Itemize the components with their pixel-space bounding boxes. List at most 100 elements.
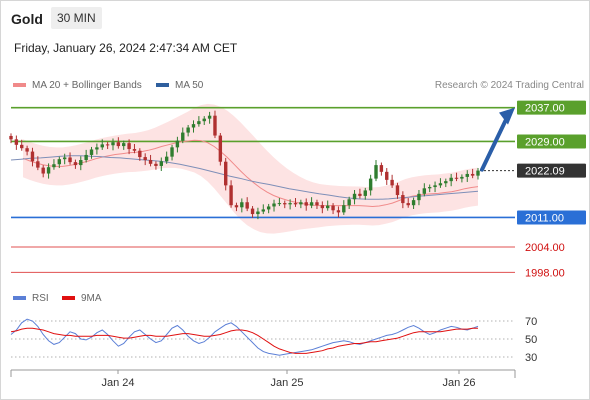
candle-body xyxy=(122,143,126,147)
candle-body xyxy=(336,210,341,213)
candle-body xyxy=(30,151,35,162)
candle-body xyxy=(406,203,410,206)
candle-body xyxy=(9,135,13,140)
rsi-ma9-line xyxy=(10,327,478,354)
candle-body xyxy=(433,185,437,188)
candle-body xyxy=(304,202,308,206)
candle-body xyxy=(331,205,335,211)
rsi-line xyxy=(10,318,479,356)
forecast-arrow-shaft xyxy=(480,117,508,172)
candle-body xyxy=(390,179,394,186)
candle-body xyxy=(229,185,233,206)
candle-body xyxy=(175,140,180,148)
ma20-swatch xyxy=(13,83,26,88)
legend-rsi-label: RSI xyxy=(32,293,49,304)
candle-body xyxy=(202,118,206,122)
last-price-tag xyxy=(517,163,586,178)
candle-body xyxy=(52,164,56,168)
candle-body xyxy=(224,161,228,186)
candle-body xyxy=(326,205,330,209)
candle-body xyxy=(62,157,67,160)
x-tick-label: Jan 26 xyxy=(442,377,475,389)
candle-body xyxy=(347,199,351,206)
candle-body xyxy=(320,205,325,209)
candle-body xyxy=(272,203,276,207)
ma50-line xyxy=(10,155,479,200)
candle-body xyxy=(342,205,346,213)
candle-body xyxy=(143,157,147,161)
bollinger-band xyxy=(23,103,478,234)
candle-body xyxy=(181,132,185,141)
candle-body xyxy=(422,188,427,194)
legend-ma9-label: 9MA xyxy=(81,293,102,304)
candle-body xyxy=(36,161,40,168)
candle-body xyxy=(73,162,78,166)
candle-body xyxy=(438,183,443,186)
candle-body xyxy=(401,195,405,204)
ma50-swatch xyxy=(156,83,169,88)
level-label-support: 1998.00 xyxy=(525,267,565,279)
candle-body xyxy=(460,176,464,179)
x-tick-label: Jan 24 xyxy=(101,377,134,389)
candle-body xyxy=(57,159,62,165)
candle-body xyxy=(261,209,265,212)
candle-body xyxy=(89,149,94,155)
date-label: Friday, January 26, 2024 2:47:34 AM CET xyxy=(14,41,238,55)
candle-body xyxy=(197,121,201,125)
level-label-resistance: 2037.00 xyxy=(525,103,565,115)
legend-ma20: MA 20 + Bollinger Bands xyxy=(13,80,142,91)
legend-ma50: MA 50 xyxy=(156,80,203,91)
candle-body xyxy=(100,144,104,148)
candle-body xyxy=(127,143,131,150)
candle-body xyxy=(207,115,212,119)
candle-body xyxy=(352,193,357,200)
candle-body xyxy=(234,205,239,208)
candle-body xyxy=(186,127,190,133)
candle-body xyxy=(95,147,99,150)
candle-body xyxy=(358,193,362,196)
level-tag-resistance xyxy=(517,134,586,149)
legend-ma20-label: MA 20 + Bollinger Bands xyxy=(32,80,142,91)
candle-body xyxy=(105,144,110,146)
candle-body xyxy=(170,147,174,157)
candle-body xyxy=(266,206,271,210)
candle-body xyxy=(288,203,292,205)
x-tick-label: Jan 25 xyxy=(270,377,303,389)
candle-body xyxy=(277,203,282,205)
header: Gold 30 MIN xyxy=(0,0,588,36)
rsi-swatch xyxy=(13,296,26,301)
candle-body xyxy=(46,167,51,174)
candle-body xyxy=(293,203,298,205)
candle-body xyxy=(191,124,196,128)
candle-body xyxy=(132,149,137,151)
level-tag-pivot xyxy=(517,210,586,225)
candle-body xyxy=(79,160,83,166)
level-label-support: 2004.00 xyxy=(525,242,565,254)
candle-body xyxy=(411,200,416,206)
timeframe-badge[interactable]: 30 MIN xyxy=(51,7,102,29)
legend-ma9: 9MA xyxy=(62,293,102,304)
candle-body xyxy=(427,187,432,189)
candle-body xyxy=(256,211,260,215)
candle-body xyxy=(454,177,459,179)
candle-body xyxy=(283,203,287,205)
credit-text: Research © 2024 Trading Central xyxy=(434,80,584,91)
candle-body xyxy=(111,142,115,146)
candle-body xyxy=(250,208,255,215)
candle-body xyxy=(164,156,169,162)
candle-body xyxy=(159,161,163,166)
forecast-arrow-head xyxy=(499,107,515,125)
candle-body xyxy=(395,185,400,196)
candle-body xyxy=(470,173,475,176)
candle-body xyxy=(154,163,158,166)
level-tag-resistance xyxy=(517,100,586,115)
candle-body xyxy=(138,150,142,158)
level-label-resistance: 2029.00 xyxy=(525,136,565,148)
candle-body xyxy=(148,160,153,164)
last-price-label: 2022.09 xyxy=(525,166,565,178)
level-label-pivot: 2011.00 xyxy=(525,212,564,224)
rsi-tick-label: 30 xyxy=(525,352,537,364)
candle-body xyxy=(476,170,480,176)
candle-body xyxy=(444,181,448,184)
